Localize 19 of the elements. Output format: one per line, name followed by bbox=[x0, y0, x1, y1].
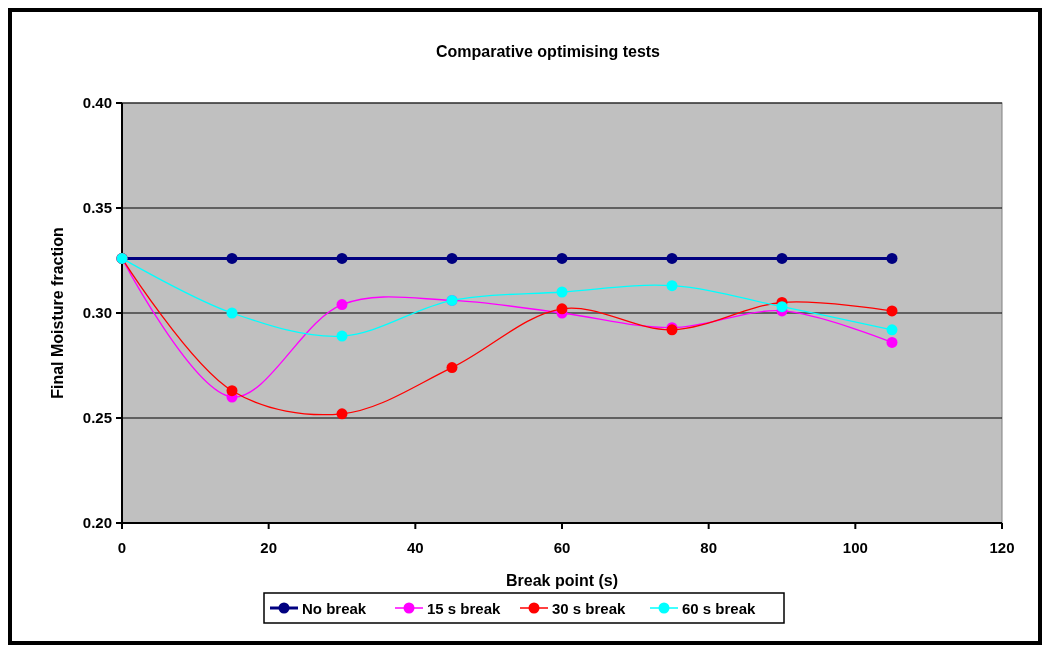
legend-label: 30 s break bbox=[552, 600, 627, 617]
x-tick-label: 40 bbox=[406, 539, 424, 556]
chart-title: Comparative optimising tests bbox=[435, 43, 661, 60]
x-tick-label: 120 bbox=[989, 539, 1015, 556]
x-tick-label: 0 bbox=[117, 539, 127, 556]
x-tick-label: 100 bbox=[842, 539, 868, 556]
legend-label: 15 s break bbox=[427, 600, 502, 617]
x-tick-label: 80 bbox=[700, 539, 718, 556]
y-axis-title: Final Moisture fraction bbox=[49, 227, 66, 399]
legend-label: 60 s break bbox=[682, 600, 757, 617]
y-tick-label: 0.35 bbox=[82, 199, 112, 216]
y-tick-label: 0.30 bbox=[82, 304, 112, 321]
legend-label: No break bbox=[302, 600, 367, 617]
y-tick-label: 0.20 bbox=[82, 514, 112, 531]
x-tick-label: 60 bbox=[553, 539, 571, 556]
x-axis-title: Break point (s) bbox=[505, 572, 619, 589]
y-tick-label: 0.25 bbox=[82, 409, 112, 426]
y-tick-label: 0.40 bbox=[82, 94, 112, 111]
x-tick-label: 20 bbox=[260, 539, 278, 556]
